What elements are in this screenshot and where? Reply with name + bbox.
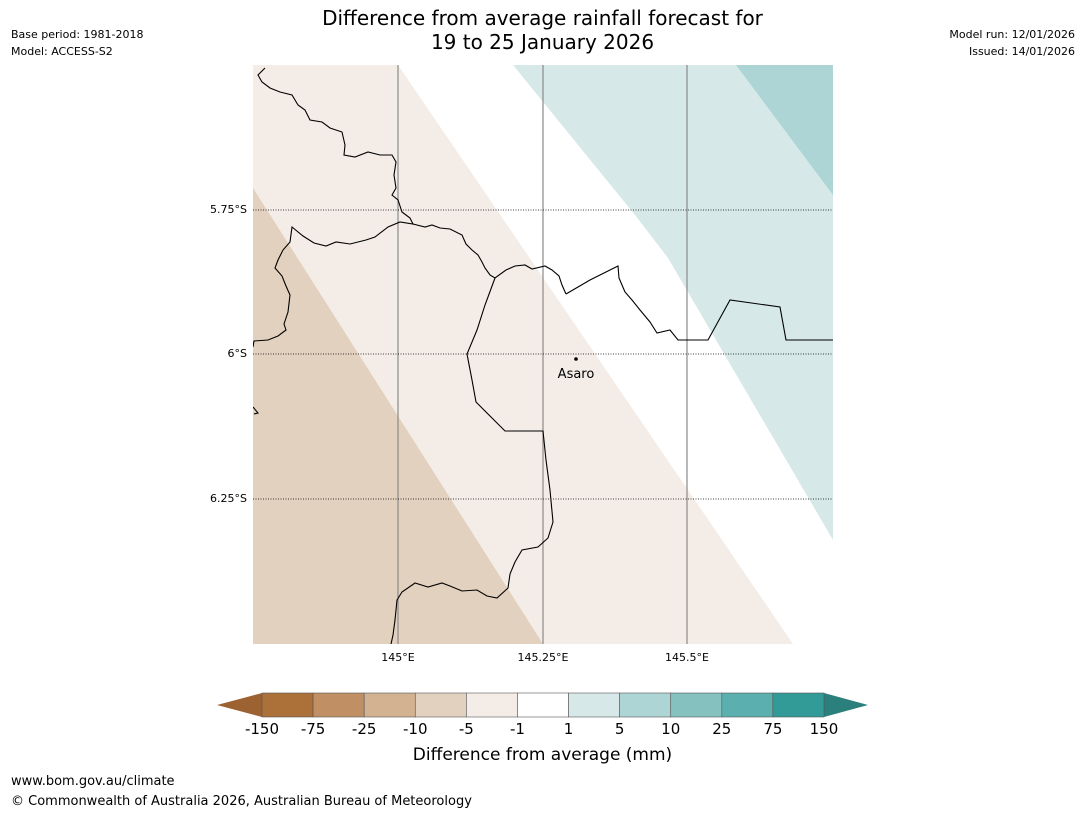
footer-copyright: © Commonwealth of Australia 2026, Austra…	[11, 794, 472, 809]
issued-date: Issued: 14/01/2026	[968, 45, 1075, 58]
colorbar-tick-label: -1	[509, 720, 525, 738]
colorbar-cell	[721, 692, 774, 718]
meta-right: Model run: 12/01/2026 Issued: 14/01/2026	[949, 26, 1075, 60]
colorbar-tick-label: -150	[244, 720, 280, 738]
colorbar	[217, 692, 868, 718]
model-name: Model: ACCESS-S2	[11, 45, 113, 58]
lat-label-6-25: 6.25°S	[210, 492, 247, 505]
colorbar-cell	[670, 692, 723, 718]
province-boundaries	[253, 67, 833, 644]
meta-left: Base period: 1981-2018 Model: ACCESS-S2	[11, 26, 143, 60]
place-label-asaro: Asaro	[558, 367, 595, 382]
colorbar-tick-label: 5	[614, 720, 625, 738]
colorbar-cell	[619, 692, 672, 718]
lon-label-145: 145°E	[381, 651, 414, 664]
colorbar-extend-high	[824, 693, 868, 717]
colorbar-cell	[466, 692, 518, 718]
colorbar-tick-label: 25	[712, 720, 732, 738]
colorbar-cell	[517, 692, 569, 718]
colorbar-tick-label: 150	[809, 720, 839, 738]
colorbar-tick-label: -75	[300, 720, 326, 738]
lon-label-145-25: 145.25°E	[518, 651, 569, 664]
model-run: Model run: 12/01/2026	[949, 28, 1075, 41]
colorbar-cell	[772, 692, 825, 718]
colorbar-tick-label: -25	[351, 720, 377, 738]
colorbar-cells	[261, 692, 825, 718]
base-period: Base period: 1981-2018	[11, 28, 144, 41]
colorbar-label: Difference from average (mm)	[412, 745, 673, 765]
map-panel	[253, 65, 833, 644]
title-line-1: Difference from average rainfall forecas…	[322, 6, 763, 30]
colorbar-cell	[363, 692, 416, 718]
colorbar-tick-label: 1	[563, 720, 574, 738]
band-5-10	[736, 65, 833, 195]
colorbar-tick-labels: -150 -75 -25 -10 -5 -1 1 5 10 25 75 150	[0, 720, 1085, 740]
colorbar-extend-low	[217, 693, 262, 717]
footer-url: www.bom.gov.au/climate	[11, 774, 175, 789]
colorbar-cell	[568, 692, 620, 718]
colorbar-tick-label: -5	[458, 720, 474, 738]
place-marker-asaro	[574, 357, 578, 361]
lat-label-5-75: 5.75°S	[210, 203, 247, 216]
colorbar-cell	[414, 692, 467, 718]
title-line-2: 19 to 25 January 2026	[430, 30, 655, 54]
chart-title: Difference from average rainfall forecas…	[0, 6, 1085, 54]
lon-label-145-5: 145.5°E	[665, 651, 709, 664]
colorbar-cell	[312, 692, 365, 718]
lat-label-6: 6°S	[228, 347, 247, 360]
colorbar-cell	[261, 692, 314, 718]
colorbar-tick-label: 10	[661, 720, 681, 738]
colorbar-tick-label: -10	[403, 720, 428, 738]
colorbar-tick-label: 75	[763, 720, 783, 738]
band-1-5	[513, 65, 833, 540]
